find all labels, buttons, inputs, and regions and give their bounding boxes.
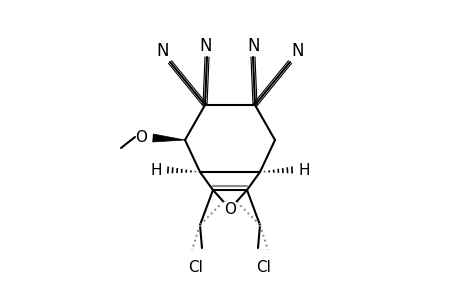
Text: N: N <box>157 42 169 60</box>
Polygon shape <box>152 134 185 142</box>
Text: O: O <box>224 202 235 217</box>
Text: H: H <box>297 163 309 178</box>
Text: N: N <box>199 37 212 55</box>
Text: N: N <box>291 42 303 60</box>
Text: Cl: Cl <box>188 260 203 275</box>
Text: H: H <box>150 163 162 178</box>
Text: N: N <box>247 37 260 55</box>
Text: O: O <box>134 130 147 145</box>
Text: Cl: Cl <box>256 260 271 275</box>
